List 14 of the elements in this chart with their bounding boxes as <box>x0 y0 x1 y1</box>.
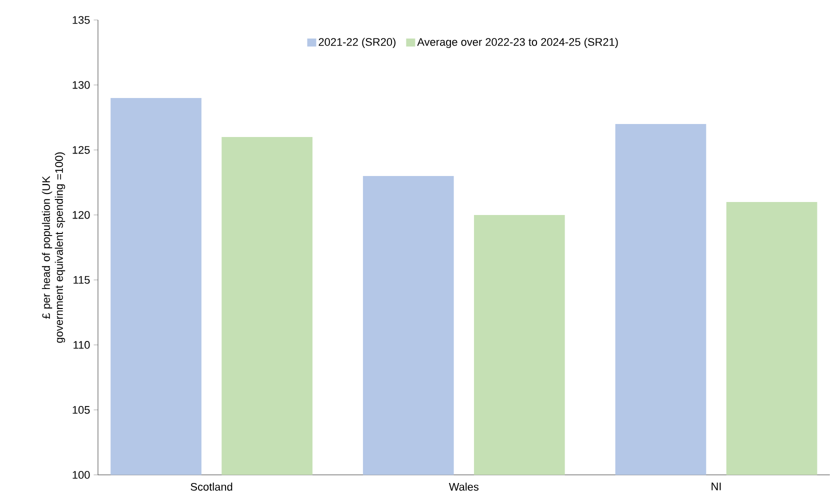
y-tick-label: 100 <box>72 471 90 479</box>
y-tick-label: 125 <box>72 146 90 154</box>
x-tick-label: Wales <box>448 482 479 491</box>
x-tick-label: NI <box>712 482 721 490</box>
y-tick-label: 120 <box>72 211 90 219</box>
y-tick-label: 130 <box>72 81 90 89</box>
x-tick-label: Scotland <box>190 482 232 491</box>
y-tick-label: 105 <box>72 406 90 414</box>
legend-label: Average over 2022-23 to 2024-25 (SR21) <box>417 38 618 48</box>
y-axis-title: £ per head of population (UK government equivalent spending =100) <box>42 152 66 343</box>
y-tick-label: 115 <box>74 276 90 284</box>
y-tick-label: 110 <box>74 341 90 349</box>
legend-label: 2021-22 (SR20) <box>318 38 396 48</box>
y-tick-label: 135 <box>72 16 90 24</box>
